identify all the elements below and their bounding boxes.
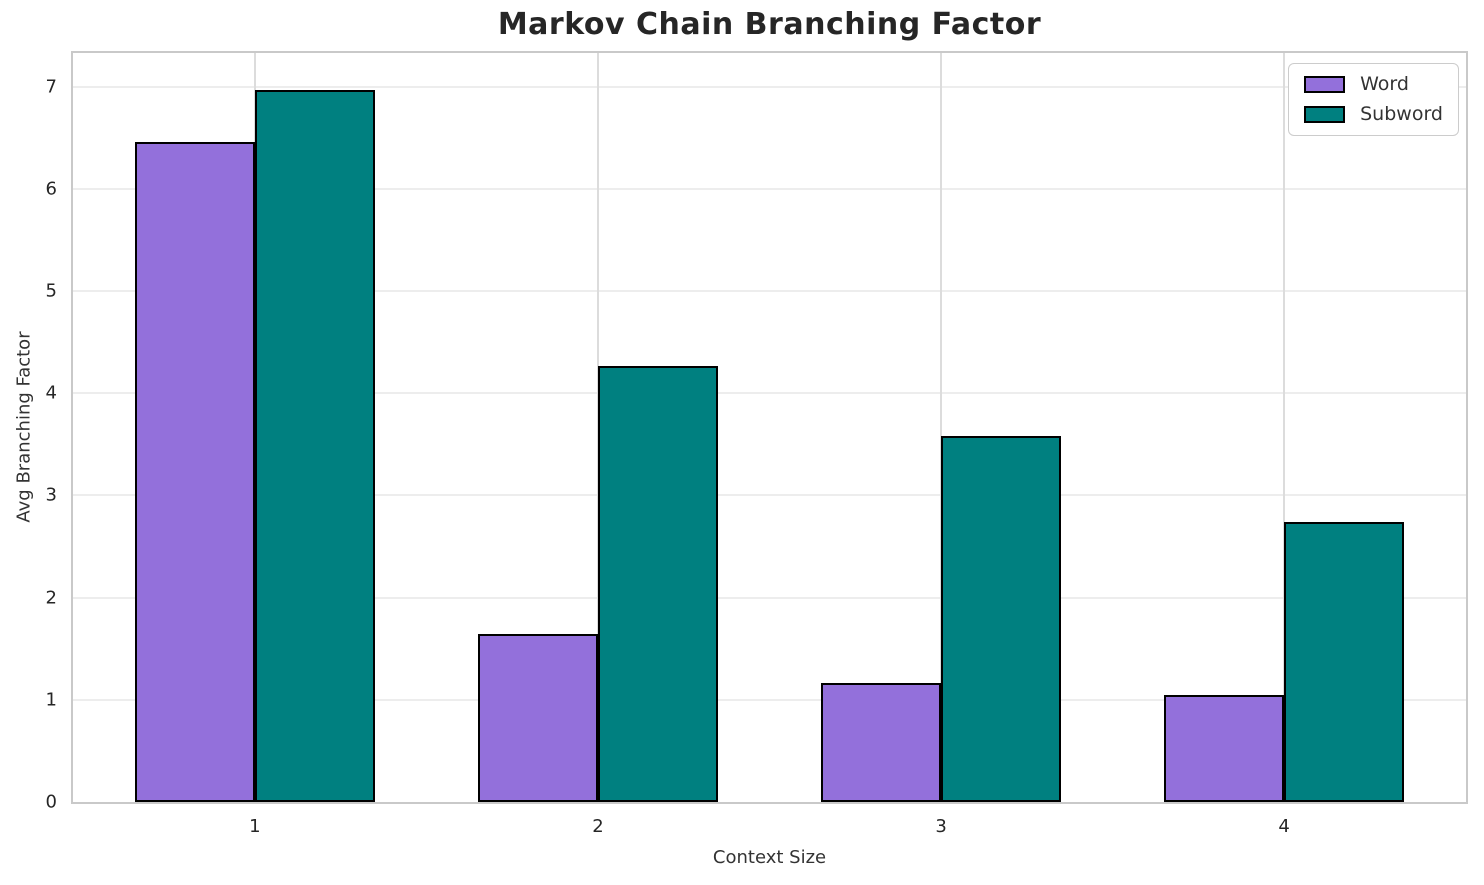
h-gridline (73, 392, 1466, 395)
bar-subword-1 (254, 89, 375, 802)
x-tick-label: 3 (935, 816, 947, 837)
legend: Word Subword (1288, 63, 1459, 136)
h-gridline (73, 290, 1466, 293)
y-tick-label: 2 (45, 587, 57, 609)
chart-title: Markov Chain Branching Factor (497, 7, 1042, 42)
v-gridline (1283, 53, 1286, 802)
legend-item: Subword (1304, 105, 1443, 124)
v-gridline (940, 53, 943, 802)
bar-word-4 (1164, 694, 1285, 802)
y-tick-label: 0 (45, 791, 57, 813)
bar-word-3 (820, 683, 942, 802)
bar-word-1 (134, 141, 255, 802)
y-tick-label: 6 (45, 178, 57, 200)
legend-swatch-subword (1304, 106, 1346, 123)
h-gridline (73, 596, 1466, 599)
h-gridline (73, 494, 1466, 497)
y-tick-label: 4 (45, 382, 57, 404)
y-tick-label: 5 (45, 280, 57, 302)
x-axis-label: Context Size (712, 847, 827, 868)
x-tick-label: 2 (592, 816, 604, 837)
legend-swatch-word (1304, 76, 1346, 93)
bar-subword-2 (597, 365, 719, 802)
legend-label: Subword (1360, 103, 1443, 125)
bar-word-2 (477, 634, 598, 802)
x-tick-label: 1 (249, 816, 261, 837)
h-gridline (73, 187, 1466, 190)
bar-subword-3 (941, 436, 1062, 802)
h-gridline (73, 85, 1466, 88)
y-axis-label: Avg Branching Factor (13, 331, 35, 523)
h-gridline (73, 698, 1466, 701)
y-tick-label: 7 (45, 76, 57, 98)
x-tick-label: 4 (1278, 816, 1290, 837)
bar-subword-4 (1284, 522, 1405, 802)
y-tick-label: 3 (45, 484, 57, 506)
plot-area: Word Subword 0 1 2 3 4 5 6 7 1 2 3 4 (46, 51, 1468, 837)
legend-label: Word (1360, 73, 1409, 95)
legend-item: Word (1304, 75, 1443, 94)
y-tick-label: 1 (45, 689, 57, 711)
